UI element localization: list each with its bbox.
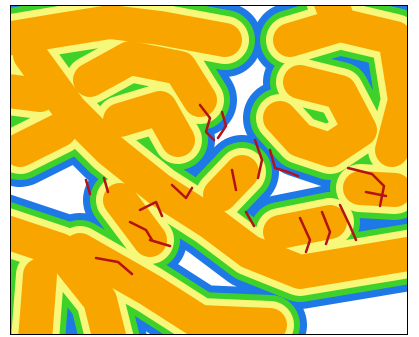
regions [0, 0, 419, 337]
map-view [0, 0, 419, 337]
page: (() => { const data = JSON.parse(documen… [0, 0, 419, 337]
